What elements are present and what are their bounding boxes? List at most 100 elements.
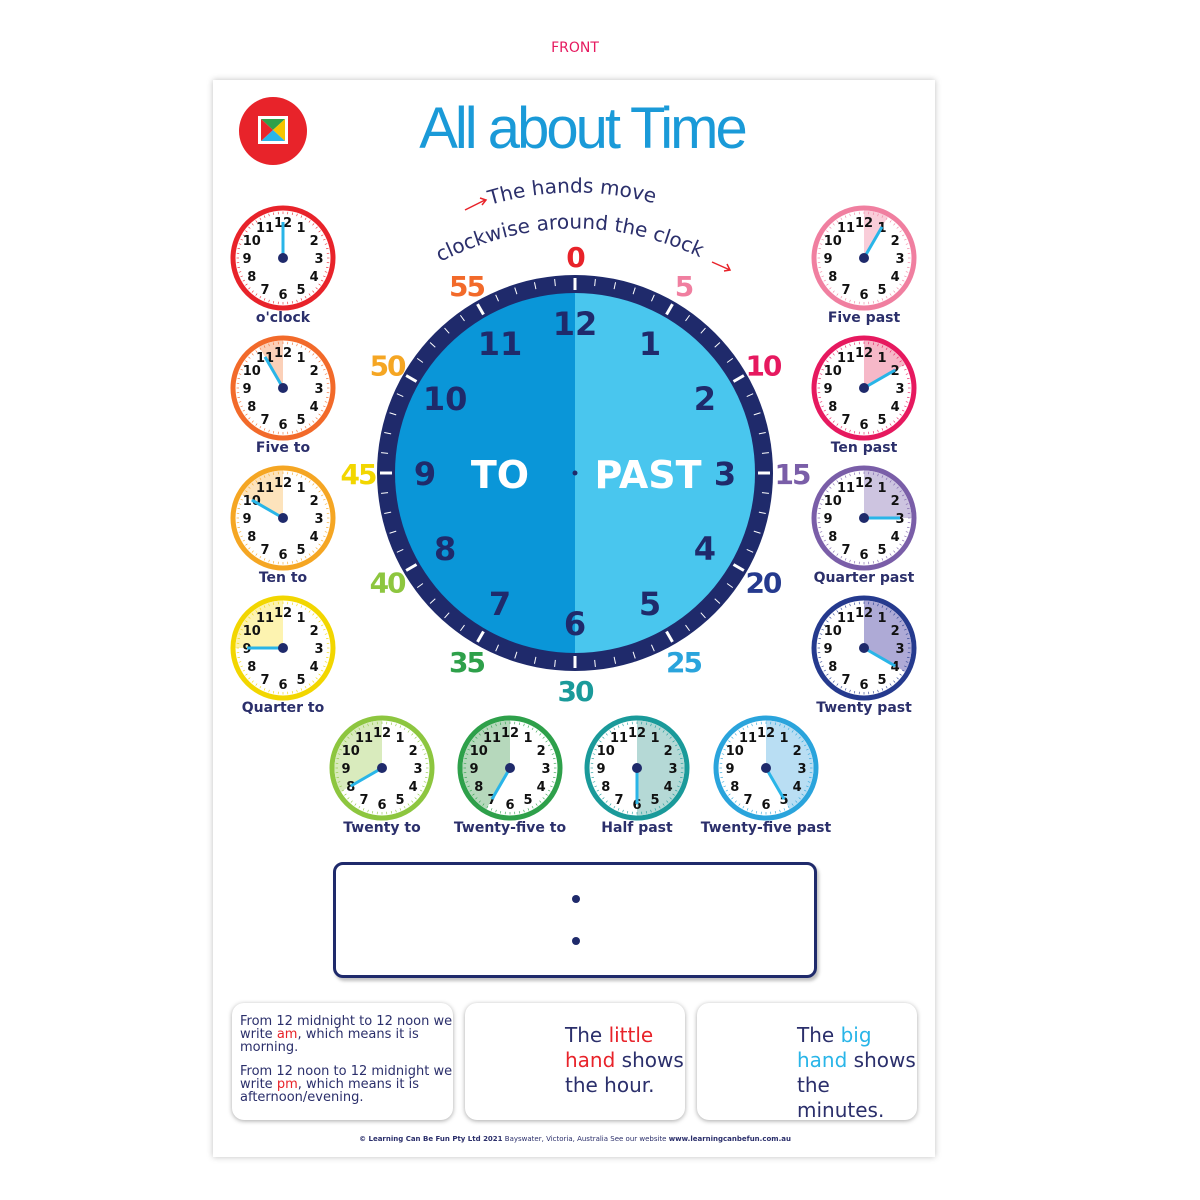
minute-tick bbox=[905, 271, 909, 273]
minute-tick bbox=[761, 452, 769, 454]
hour-number: 7 bbox=[260, 413, 269, 428]
minute-tick bbox=[849, 343, 851, 347]
minute-tick bbox=[245, 230, 248, 233]
minute-tick bbox=[738, 803, 741, 806]
hour-number: 5 bbox=[779, 793, 788, 808]
minute-tick bbox=[444, 327, 450, 334]
hour-number: 4 bbox=[537, 780, 546, 795]
minute-tick bbox=[240, 498, 243, 501]
minute-tick bbox=[829, 616, 832, 619]
minute-tick bbox=[881, 475, 884, 478]
minute-tick bbox=[259, 477, 262, 481]
minute-tick bbox=[339, 785, 342, 788]
minute-number: 10 bbox=[745, 350, 781, 383]
minute-tick bbox=[399, 725, 402, 728]
hour-number: 11 bbox=[256, 221, 274, 236]
minute-tick bbox=[242, 539, 246, 542]
minute-tick bbox=[881, 345, 884, 348]
minute-tick bbox=[312, 420, 315, 423]
minute-tick bbox=[893, 483, 896, 486]
minute-tick bbox=[465, 781, 469, 783]
minute-tick bbox=[523, 809, 525, 813]
hour-number: 1 bbox=[877, 351, 886, 366]
minute-tick bbox=[464, 776, 468, 778]
minute-tick bbox=[337, 753, 341, 755]
hour-number: 11 bbox=[739, 731, 757, 746]
minute-tick bbox=[658, 805, 661, 809]
minute-tick bbox=[803, 789, 807, 792]
minute-tick bbox=[896, 417, 899, 420]
hour-number: 11 bbox=[478, 325, 523, 363]
am-text: From 12 midnight to 12 noon we write am,… bbox=[240, 1014, 453, 1055]
hour-number: 9 bbox=[823, 382, 832, 397]
minute-tick bbox=[242, 624, 246, 627]
time-display-box[interactable] bbox=[333, 862, 817, 978]
minute-tick bbox=[320, 279, 324, 282]
minute-tick bbox=[273, 690, 275, 694]
minute-tick bbox=[732, 563, 745, 572]
minute-tick bbox=[273, 430, 275, 434]
minute-tick bbox=[475, 736, 478, 739]
minute-tick bbox=[405, 374, 418, 383]
minute-tick bbox=[304, 425, 307, 429]
minute-tick bbox=[336, 758, 340, 760]
minute-tick bbox=[407, 803, 410, 806]
minute-tick bbox=[840, 477, 843, 481]
hour-number: 1 bbox=[877, 481, 886, 496]
minute-tick bbox=[248, 547, 251, 550]
minute-tick bbox=[291, 342, 293, 346]
minute-tick bbox=[738, 730, 741, 733]
minute-tick bbox=[906, 656, 910, 658]
minute-tick bbox=[596, 744, 600, 747]
minute-tick bbox=[904, 238, 907, 241]
minute-tick bbox=[651, 294, 655, 302]
hour-number: 6 bbox=[278, 418, 287, 433]
minute-tick bbox=[405, 563, 418, 572]
minute-tick bbox=[836, 293, 839, 296]
clock-label: Five to bbox=[256, 440, 311, 456]
minute-tick bbox=[465, 753, 469, 755]
minute-tick bbox=[486, 727, 489, 731]
minute-tick bbox=[514, 287, 518, 295]
hour-number: 6 bbox=[564, 605, 586, 643]
minute-tick bbox=[550, 785, 553, 788]
minute-hand bbox=[863, 646, 896, 668]
minute-tick bbox=[308, 423, 311, 426]
hour-number: 7 bbox=[841, 673, 850, 688]
minute-tick bbox=[315, 486, 318, 489]
minute-tick bbox=[291, 472, 293, 476]
minute-tick bbox=[807, 781, 811, 783]
minute-tick bbox=[318, 230, 321, 233]
arrow-icon bbox=[711, 261, 732, 272]
minute-tick bbox=[259, 607, 262, 611]
clock-label: Twenty-five past bbox=[701, 820, 832, 836]
hour-number: 8 bbox=[247, 270, 256, 285]
hour-number: 5 bbox=[639, 585, 661, 623]
minute-tick bbox=[390, 810, 392, 814]
pm-text: From 12 noon to 12 midnight we write pm,… bbox=[240, 1064, 453, 1105]
hour-number: 7 bbox=[614, 793, 623, 808]
hour-number: 7 bbox=[260, 283, 269, 298]
minute-tick bbox=[291, 430, 293, 434]
clock-label: Half past bbox=[601, 820, 673, 836]
minute-tick bbox=[273, 342, 275, 346]
minute-tick bbox=[877, 559, 879, 563]
minute-tick bbox=[654, 725, 657, 728]
minute-number: 35 bbox=[449, 646, 484, 679]
minute-tick bbox=[315, 287, 318, 290]
minute-tick bbox=[826, 490, 829, 493]
minute-tick bbox=[323, 405, 326, 408]
minute-tick bbox=[248, 486, 251, 489]
minute-tick bbox=[273, 472, 275, 476]
minute-tick bbox=[658, 727, 661, 731]
minute-tick bbox=[248, 226, 251, 229]
minute-tick bbox=[304, 295, 307, 299]
minute-tick bbox=[685, 314, 691, 322]
minute-tick bbox=[632, 287, 636, 295]
minute-tick bbox=[315, 616, 318, 619]
minute-tick bbox=[674, 789, 678, 792]
minute-tick bbox=[795, 800, 798, 803]
minute-tick bbox=[832, 223, 835, 226]
minute-tick bbox=[650, 809, 652, 813]
